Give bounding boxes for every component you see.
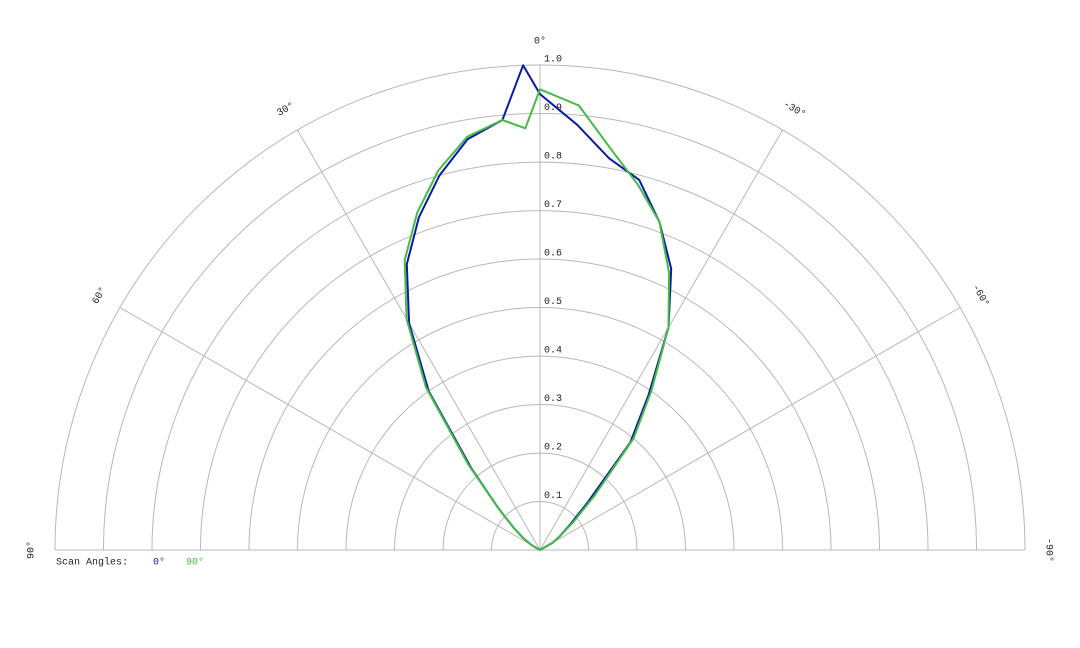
r-tick-label: 0.6: [544, 249, 562, 260]
grid-spoke: [119, 307, 541, 551]
theta-tick-label: 90°: [26, 541, 38, 559]
grid-spoke: [297, 129, 541, 551]
theta-tick-label: -60°: [969, 282, 991, 309]
series-line: [403, 88, 671, 551]
grid-spoke: [539, 307, 961, 551]
theta-tick-label: 60°: [90, 285, 109, 307]
theta-tick-label: -30°: [781, 99, 808, 121]
r-tick-label: 0.7: [544, 200, 562, 211]
grid-spoke: [539, 129, 783, 551]
r-tick-label: 0.3: [544, 394, 562, 405]
r-tick-label: 0.8: [544, 152, 562, 163]
theta-tick-label: -90°: [1042, 538, 1054, 562]
legend-entry: 90°: [186, 557, 204, 569]
r-tick-label: 0.2: [544, 443, 562, 454]
r-tick-label: 0.1: [544, 491, 562, 502]
theta-tick-label: 30°: [275, 100, 297, 119]
r-tick-label: 0.5: [544, 297, 562, 308]
legend-entry: 0°: [153, 557, 165, 569]
r-tick-label: 1.0: [544, 55, 562, 66]
theta-tick-label: 0°: [534, 36, 546, 48]
r-tick-label: 0.4: [544, 346, 562, 357]
r-tick-label: 0.9: [544, 103, 562, 114]
legend-title: Scan Angles:: [56, 557, 128, 569]
